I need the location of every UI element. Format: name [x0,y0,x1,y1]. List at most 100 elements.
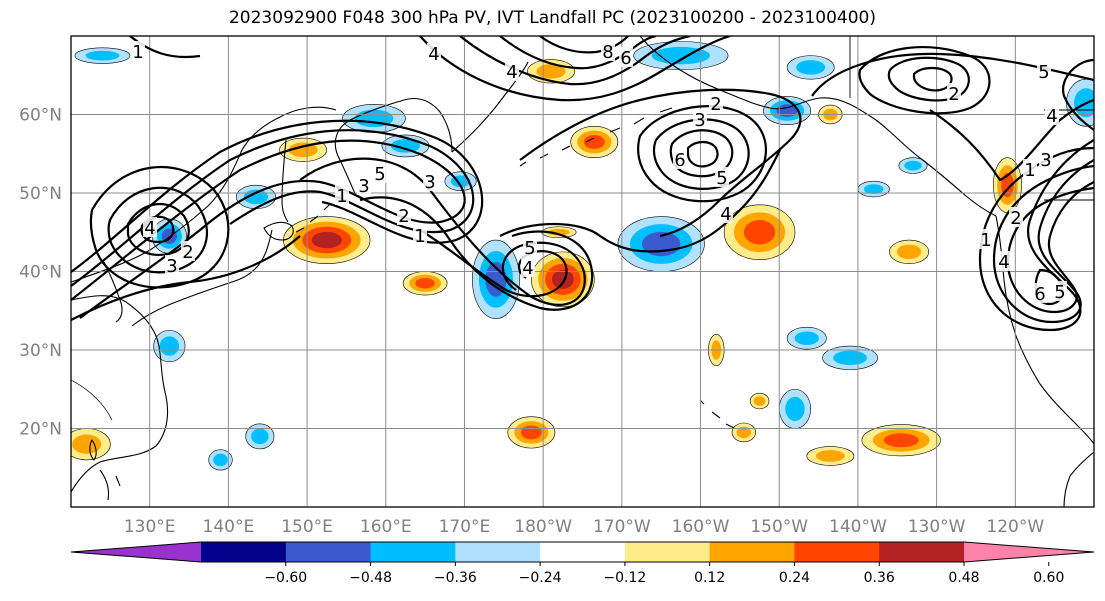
longitude-tick-label: 140°W [829,517,887,537]
contour-line [499,36,657,70]
contour-line [459,36,691,86]
pv-anomaly-blob [536,64,566,79]
contour-line [686,140,719,168]
kamchatka-coast [334,97,453,197]
colorbar-tick-label: 0.12 [694,570,725,586]
contour-label-bg [143,217,157,237]
pv-anomaly-blob [551,269,574,289]
korea-coast [103,261,123,323]
contour-label: 1 [414,226,425,247]
pv-anomaly-blob [583,134,605,149]
contour-label: 3 [694,110,705,131]
contour-line [89,166,230,289]
longitude-tick-label: 160°E [360,517,412,537]
contour-label-bg [979,229,993,249]
kurils-coast [295,193,343,233]
contour-label: 1 [132,42,143,63]
colorbar-outline [70,541,1095,563]
colorbar-swatch [455,542,541,562]
colorbar-extend-high [964,542,1094,562]
pv-anomaly-blob [815,450,845,462]
sakhalin-coast [281,139,289,223]
contour-line [912,66,953,92]
contour-label: 4 [522,258,533,279]
contour-label: 2 [710,94,721,115]
pv-anomaly-blob [883,433,919,448]
longitude-tick-label: 180°W [514,517,572,537]
contour-label-bg [373,163,387,183]
contour-line [140,215,175,244]
pv-anomaly-blob [159,336,180,356]
contour-label-bg [335,185,349,205]
contour-label-bg [1053,281,1067,301]
contour-label-bg [505,61,519,81]
longitude-tick-label: 130°E [124,517,176,537]
contour-label: 3 [166,256,177,277]
contour-label-bg [673,149,687,169]
longitude-tick-label: 130°W [908,517,966,537]
latitude-tick-label: 40°N [19,263,62,283]
contour-line [1006,181,1094,314]
pv-anomaly-blob [415,278,435,289]
contour-label: 8 [602,42,613,63]
pv-anomaly-blob [785,396,805,421]
colorbar: −0.60 −0.48 −0.36 −0.24 −0.12 0.12 0.24 0.36 0.4… [70,541,1095,586]
contour-label-bg [693,109,707,129]
contour-label: 2 [182,242,193,263]
colorbar-swatch [879,542,965,562]
contour-label: 6 [1034,284,1045,305]
pv-anomaly-blob [85,50,120,61]
contour-line [1062,58,1094,131]
pv-anomaly-blob [72,434,102,454]
contour-line [811,52,1094,97]
pv-anomaly-blob [390,139,420,153]
mexico-coast [1069,451,1094,477]
contour-label: 5 [1038,62,1049,83]
contour-line [107,186,208,274]
contour-label: 4 [506,62,517,83]
contour-line [637,105,767,203]
contour-label: 4 [720,204,731,225]
contour-line [299,157,586,306]
axis-labels: 20°N 30°N 40°N 50°N 60°N 130°E 140°E 150°E 160°E… [19,106,1044,538]
contour-label-bg [715,167,729,187]
contour-label: 5 [374,164,385,185]
contour-label-bg [709,93,723,113]
pv-anomaly-blob [794,331,819,345]
colorbar-swatch [201,542,287,562]
contour-label-bg [181,241,195,261]
contour-line [929,98,1094,182]
asia-coast-north [71,106,337,283]
colorbar-swatch [285,542,372,562]
longitude-tick-label: 160°W [672,517,730,537]
contour-label: 4 [998,252,1009,273]
colorbar-tick-label: 0.24 [779,570,810,586]
us-west-coast [1015,335,1094,445]
contour-label-bg [1037,61,1051,81]
contour-line [129,36,201,59]
contour-label-bg [1023,159,1037,179]
longitude-tick-label: 140°E [203,517,255,537]
contour-label-bg [1045,105,1059,125]
baja-coast [1063,475,1071,507]
contour-label-bg [357,175,371,195]
contour-line [359,196,594,311]
asia-coast [71,295,169,493]
colorbar-swatch [794,542,880,562]
contour-label: 3 [424,172,435,193]
pv-anomaly-blob [896,244,922,260]
latitude-tick-label: 20°N [19,420,62,440]
colorbar-tick-label: −0.60 [264,570,307,586]
philippines-coast [99,469,121,501]
japan-coast [131,229,273,327]
longitude-tick-label: 120°W [986,517,1044,537]
longitude-tick-label: 150°E [281,517,333,537]
pv-anomaly-blob [863,184,884,194]
latitude-tick-label: 50°N [19,184,62,204]
pv-anomaly-blob [288,142,318,158]
map-frame [70,35,1095,508]
contour-line [71,129,475,287]
pv-anomaly-blob [904,160,922,171]
hawaii-islands [699,399,735,429]
colorbar-swatch [709,542,795,562]
